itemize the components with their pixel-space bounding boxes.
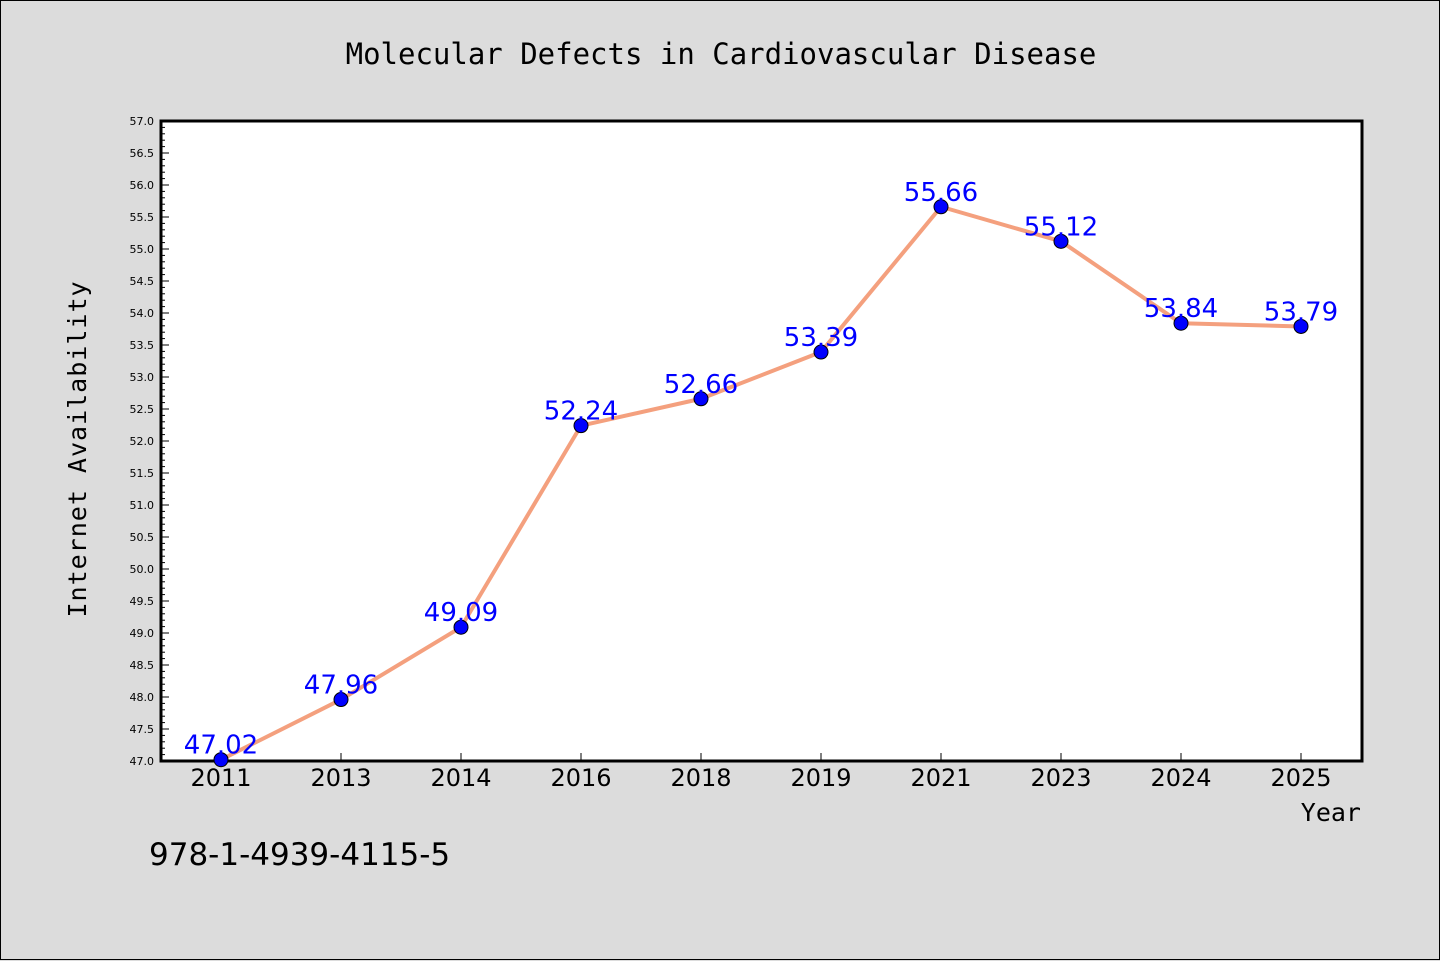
- data-point: [1173, 315, 1189, 331]
- data-label: 53.39: [784, 323, 858, 353]
- chart-title: Molecular Defects in Cardiovascular Dise…: [346, 37, 1097, 71]
- y-tick-label: 51.0: [130, 499, 155, 512]
- series-line-group: [220, 204, 1302, 762]
- x-tick-label: 2011: [190, 764, 251, 792]
- x-axis-label: Year: [1301, 798, 1361, 827]
- y-tick-label: 49.0: [130, 627, 155, 640]
- data-point: [813, 344, 829, 360]
- x-tick-label: 2014: [430, 764, 491, 792]
- x-tick-label: 2016: [550, 764, 611, 792]
- data-label: 55.66: [904, 178, 978, 208]
- data-point: [1053, 233, 1069, 249]
- y-tick-label: 52.5: [130, 403, 155, 416]
- y-tick-label: 50.5: [130, 531, 155, 544]
- y-axis-ticks: 47.0 47.5 48.0 48.5 49.0 49.5 50.0 50.5 51.0 51.5…: [130, 115, 169, 768]
- y-tick-label: 47.5: [130, 723, 155, 736]
- x-axis-ticks: 2011 2013 2014 2016 2018 2019 2021 2023 2024 2025: [190, 753, 1332, 792]
- y-tick-label: 55.5: [130, 211, 155, 224]
- data-label: 47.96: [304, 671, 378, 701]
- data-point: [1293, 318, 1309, 334]
- data-label: 49.09: [424, 598, 498, 628]
- data-point: [693, 391, 709, 407]
- y-tick-label: 55.0: [130, 243, 155, 256]
- x-tick-label: 2019: [790, 764, 851, 792]
- x-tick-label: 2013: [310, 764, 371, 792]
- data-point: [933, 199, 949, 215]
- series-line: [220, 204, 1302, 762]
- y-tick-label: 53.0: [130, 371, 155, 384]
- y-tick-label: 47.0: [130, 755, 155, 768]
- data-point: [573, 418, 589, 434]
- plot-area: [159, 119, 1364, 763]
- data-labels: 47.02 47.96 49.09 52.24 52.66 53.39 55.66 55.12…: [184, 178, 1338, 761]
- y-tick-label: 57.0: [130, 115, 155, 128]
- data-label: 53.79: [1264, 297, 1338, 327]
- y-tick-label: 50.0: [130, 563, 155, 576]
- data-label: 55.12: [1024, 212, 1098, 242]
- data-label: 52.24: [544, 397, 618, 427]
- y-tick-label: 56.5: [130, 147, 155, 160]
- x-tick-label: 2018: [670, 764, 731, 792]
- y-tick-label: 54.0: [130, 307, 155, 320]
- y-tick-label: 56.0: [130, 179, 155, 192]
- y-tick-label: 51.5: [130, 467, 155, 480]
- x-tick-label: 2021: [910, 764, 971, 792]
- y-tick-label: 48.5: [130, 659, 155, 672]
- y-tick-label: 49.5: [130, 595, 155, 608]
- data-label: 52.66: [664, 370, 738, 400]
- y-tick-label: 52.0: [130, 435, 155, 448]
- data-point: [453, 619, 469, 635]
- x-tick-label: 2024: [1150, 764, 1211, 792]
- y-tick-label: 54.5: [130, 275, 155, 288]
- x-tick-label: 2025: [1270, 764, 1331, 792]
- y-axis-label: Internet Availability: [63, 280, 92, 617]
- y-tick-label: 48.0: [130, 691, 155, 704]
- data-point: [213, 752, 229, 768]
- data-points: [213, 199, 1309, 768]
- data-label: 47.02: [184, 731, 258, 761]
- x-tick-label: 2023: [1030, 764, 1091, 792]
- data-label: 53.84: [1144, 294, 1218, 324]
- data-point: [333, 692, 349, 708]
- y-tick-label: 53.5: [130, 339, 155, 352]
- isbn-text: 978-1-4939-4115-5: [149, 837, 450, 873]
